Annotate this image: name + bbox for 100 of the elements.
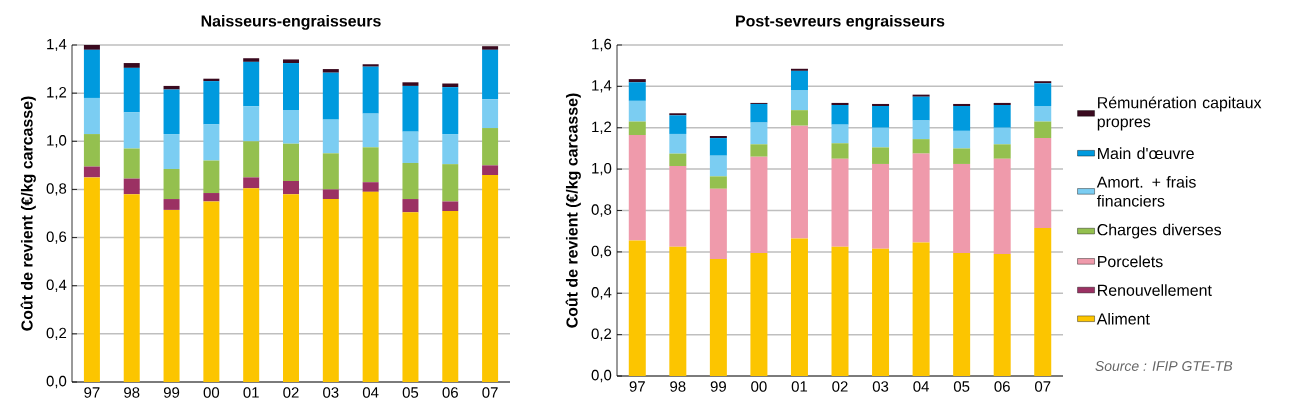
bar	[283, 63, 299, 110]
bar	[669, 166, 687, 247]
bar	[83, 45, 100, 50]
bar	[203, 201, 220, 382]
x-tick-label: 00	[203, 387, 220, 398]
bar	[362, 147, 379, 183]
bar	[402, 212, 419, 382]
bar	[669, 113, 687, 116]
bar	[790, 68, 808, 71]
bar	[283, 194, 299, 382]
bar	[243, 58, 260, 62]
x-tick-label: 03	[323, 387, 339, 398]
bar	[790, 125, 808, 239]
y-tick-label: 0,2	[591, 328, 612, 341]
bar	[163, 134, 180, 169]
bar	[669, 133, 687, 154]
bar	[1034, 106, 1052, 122]
bar	[362, 113, 379, 148]
bar	[83, 97, 100, 135]
y-tick-label: 1,2	[592, 121, 612, 134]
source-note: Source : IFIP GTE-TB	[1095, 361, 1233, 372]
bar	[482, 174, 499, 382]
bar	[709, 136, 727, 139]
x-tick-label: 04	[362, 387, 379, 398]
bar	[283, 143, 299, 181]
bar	[831, 246, 849, 376]
bar	[283, 109, 299, 144]
bar	[790, 90, 808, 111]
y-axis-title: Coût de revient (€/kg carcasse)	[565, 93, 581, 328]
bar	[709, 188, 727, 260]
bar	[831, 143, 849, 159]
bar	[83, 166, 100, 178]
y-tick-label: 1,4	[592, 80, 612, 93]
x-tick-label: 02	[283, 387, 299, 398]
x-tick-label: 07	[1035, 381, 1051, 392]
bar	[203, 124, 220, 161]
bar	[402, 85, 419, 132]
bar	[83, 177, 100, 382]
bar	[482, 128, 499, 166]
bar	[912, 153, 930, 243]
bar	[790, 110, 808, 126]
bar	[750, 103, 768, 123]
x-tick-label: 04	[913, 381, 929, 392]
legend-label: Main d'œuvre	[1098, 147, 1194, 160]
bar	[669, 115, 687, 134]
bar	[709, 155, 727, 177]
x-tick-label: 05	[953, 381, 970, 392]
bar	[993, 144, 1011, 159]
bar	[912, 242, 930, 376]
bar	[442, 134, 459, 165]
bar	[750, 122, 768, 145]
bar	[402, 162, 419, 200]
bar	[750, 144, 768, 157]
y-tick-label: 0,4	[46, 279, 67, 292]
bar	[163, 89, 180, 135]
bar	[402, 199, 419, 213]
y-tick-label: 0,6	[46, 231, 67, 244]
bar	[912, 96, 930, 121]
x-tick-label: 98	[670, 381, 686, 392]
bar	[482, 49, 499, 100]
bar	[243, 188, 260, 382]
bar	[123, 67, 140, 113]
bar	[322, 153, 339, 190]
legend-label: Aliment	[1096, 312, 1150, 325]
bar	[709, 176, 727, 189]
y-tick-label: 1,0	[47, 135, 67, 148]
bar	[1034, 121, 1052, 139]
legend-label: Renouvellement	[1098, 284, 1212, 296]
bar	[482, 46, 499, 50]
bar	[872, 248, 890, 376]
bar	[203, 160, 220, 194]
y-tick-label: 0,4	[591, 287, 612, 300]
bar	[912, 120, 930, 140]
bar	[123, 178, 140, 195]
bar	[628, 134, 646, 241]
bar	[203, 193, 220, 202]
bar	[993, 104, 1011, 128]
bar	[953, 103, 971, 107]
bar	[628, 82, 646, 101]
x-tick-label: 03	[872, 381, 889, 392]
x-tick-label: 01	[243, 387, 259, 398]
bar	[322, 199, 339, 382]
y-tick-label: 1,4	[47, 38, 67, 52]
legend-label: Charges diverses	[1097, 223, 1222, 239]
bar	[831, 104, 849, 125]
bar	[993, 253, 1011, 376]
bar	[872, 147, 890, 164]
bar	[322, 72, 339, 120]
bar	[163, 209, 180, 382]
bar	[1034, 228, 1052, 376]
y-tick-label: 1,6	[592, 38, 612, 52]
bar	[953, 130, 971, 149]
bar	[790, 70, 808, 91]
x-tick-label: 02	[832, 381, 848, 392]
bar	[402, 82, 419, 86]
x-tick-label: 07	[482, 387, 498, 398]
x-tick-label: 00	[751, 381, 767, 392]
bar	[482, 99, 499, 129]
y-tick-label: 1,0	[592, 162, 612, 176]
y-tick-label: 0,8	[591, 204, 612, 217]
